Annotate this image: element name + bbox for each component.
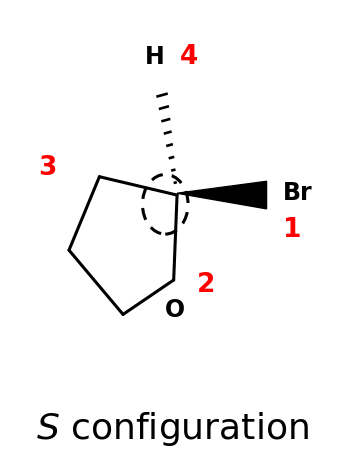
Text: $\it{S}$ configuration: $\it{S}$ configuration (35, 410, 309, 448)
Text: O: O (165, 298, 185, 322)
Text: 1: 1 (283, 217, 301, 242)
Text: Br: Br (283, 181, 312, 205)
Text: 2: 2 (196, 272, 215, 297)
Polygon shape (177, 181, 267, 209)
Text: 3: 3 (38, 155, 56, 180)
Text: 4: 4 (180, 45, 198, 70)
Text: H: H (145, 45, 165, 69)
